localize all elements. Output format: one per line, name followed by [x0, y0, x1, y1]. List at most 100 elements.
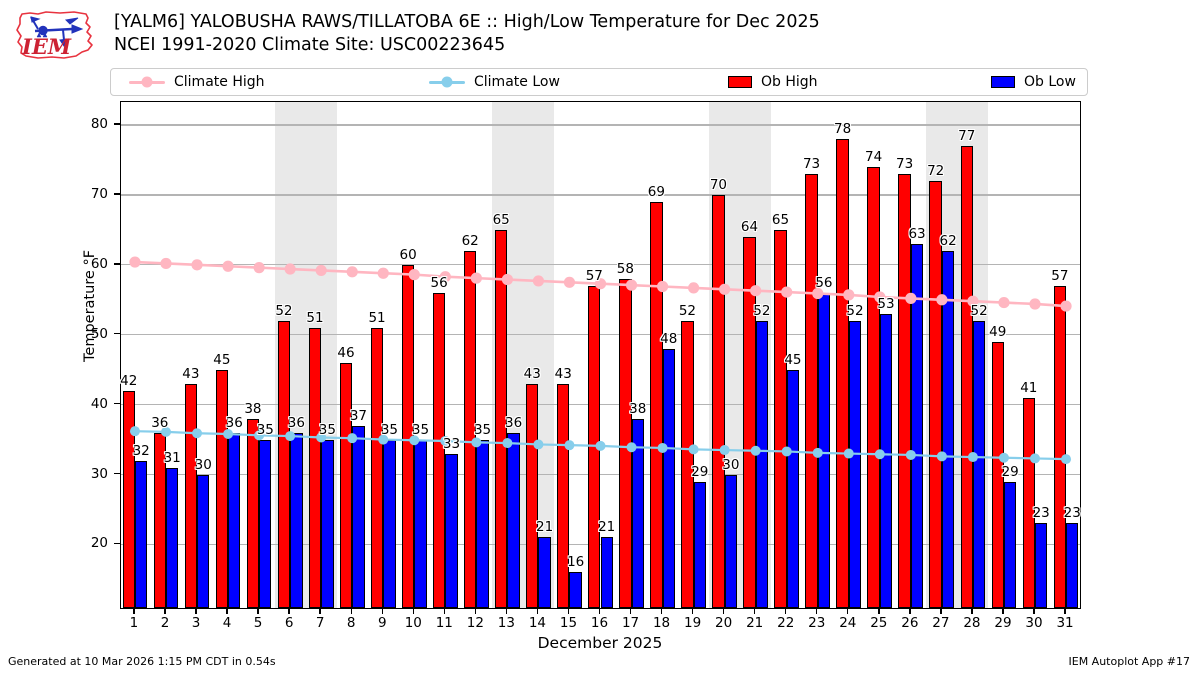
ob-low-bar [755, 320, 769, 608]
x-tick-mark [164, 608, 166, 614]
climate-high-marker [750, 285, 762, 297]
climate-high-marker [998, 296, 1010, 309]
ob-low-bar [972, 320, 986, 608]
climate-low-marker [719, 445, 730, 456]
ob-high-bar [308, 327, 322, 608]
ob-low-bar [352, 425, 365, 608]
ob-low-value-label: 38 [629, 400, 647, 417]
climate-low-marker [533, 439, 544, 450]
ob-high-swatch-icon [728, 76, 752, 88]
ob-low-value-label: 21 [536, 519, 554, 536]
ob-high-value-label: 57 [585, 267, 603, 284]
climate-high-marker [843, 289, 855, 301]
y-tick-mark [114, 472, 120, 475]
x-tick-mark [691, 608, 694, 614]
x-tick-label: 31 [1056, 615, 1074, 631]
ob-high-value-label: 36 [151, 414, 169, 431]
x-tick-label: 11 [435, 615, 453, 631]
ob-low-swatch-icon [991, 76, 1015, 88]
x-tick-mark [816, 608, 818, 614]
climate-lines-layer [129, 256, 1072, 465]
ob-low-value-label: 35 [411, 421, 430, 438]
ob-low-bar [1066, 523, 1079, 608]
x-tick-label: 14 [528, 615, 547, 631]
ob-high-value-label: 58 [616, 260, 634, 277]
x-tick-label: 27 [932, 615, 950, 631]
ob-high-value-label: 46 [337, 344, 355, 361]
climate-low-marker [626, 442, 637, 453]
ob-high-value-label: 41 [1020, 379, 1038, 396]
x-tick-mark [629, 608, 632, 614]
ob-high-bar [805, 173, 818, 608]
ob-low-value-label: 52 [753, 302, 771, 319]
ob-high-bar [370, 327, 384, 608]
climate-high-marker [408, 269, 420, 281]
x-tick-mark [319, 608, 321, 614]
climate-high-marker [470, 272, 482, 284]
x-tick-mark [847, 608, 849, 614]
climate-high-marker [160, 257, 172, 270]
ob-high-bar [184, 383, 198, 608]
x-tick-label: 1 [129, 615, 139, 631]
x-tick-mark [443, 608, 445, 614]
climate-high-marker [936, 294, 948, 306]
x-tick-label: 22 [777, 615, 795, 631]
legend-label: Ob High [761, 74, 818, 90]
ob-high-value-label: 65 [771, 211, 790, 228]
x-tick-label: 13 [497, 615, 515, 631]
ob-low-value-label: 33 [442, 435, 461, 452]
y-tick-mark [114, 333, 120, 335]
gridline [121, 334, 1080, 336]
climate-low-marker [285, 431, 296, 442]
ob-low-bar [662, 348, 675, 608]
ob-high-value-label: 60 [399, 246, 417, 263]
x-tick-mark [567, 608, 570, 614]
x-tick-mark [536, 608, 539, 614]
y-tick-label: 60 [90, 255, 108, 272]
ob-low-bar [507, 432, 520, 608]
ob-high-bar [215, 369, 229, 608]
ob-high-value-label: 64 [740, 218, 759, 235]
ob-high-bar [246, 418, 260, 608]
ob-high-value-label: 45 [213, 351, 231, 368]
ob-low-bar [1034, 523, 1048, 608]
ob-high-bar [463, 250, 477, 608]
y-tick-label: 50 [90, 325, 108, 342]
climate-low-marker [905, 449, 916, 460]
ob-low-value-label: 62 [939, 232, 957, 249]
x-tick-label: 3 [191, 615, 201, 631]
x-tick-label: 9 [377, 615, 387, 631]
ob-high-bar [929, 180, 942, 608]
ob-low-bar [569, 572, 582, 608]
y-tick-mark [114, 402, 120, 405]
ob-high-bar [743, 236, 756, 608]
climate-low-marker [254, 430, 265, 441]
ob-low-value-label: 31 [163, 449, 181, 466]
ob-low-value-label: 35 [380, 421, 399, 438]
plot-area: 42 32 36 31 43 30 45 36 38 35 52 36 51 35 46 37 51 35 60 35… [120, 101, 1081, 609]
x-tick-mark [257, 608, 259, 614]
x-tick-mark [722, 608, 725, 614]
climate-high-marker [129, 256, 141, 268]
ob-low-value-label: 35 [473, 421, 492, 438]
x-tick-mark [909, 608, 911, 614]
ob-high-value-label: 49 [989, 323, 1007, 340]
ob-high-bar [1022, 397, 1035, 608]
climate-low-marker [595, 440, 606, 451]
climate-low-marker [843, 448, 854, 459]
ob-low-bar [1003, 481, 1017, 608]
ob-low-value-label: 21 [598, 519, 616, 536]
ob-high-value-label: 70 [709, 176, 728, 193]
ob-low-bar [538, 537, 551, 608]
climate-low-marker [440, 435, 451, 446]
ob-low-bar [941, 250, 955, 608]
x-tick-label: 5 [253, 615, 263, 631]
ob-high-bar [277, 320, 291, 608]
ob-high-bar [122, 390, 135, 608]
x-tick-label: 12 [466, 615, 484, 631]
x-tick-label: 2 [160, 615, 170, 631]
ob-low-value-label: 29 [1001, 463, 1019, 480]
ob-high-bar [898, 173, 911, 608]
ob-low-value-label: 32 [132, 442, 150, 459]
ob-high-bar [836, 139, 849, 608]
